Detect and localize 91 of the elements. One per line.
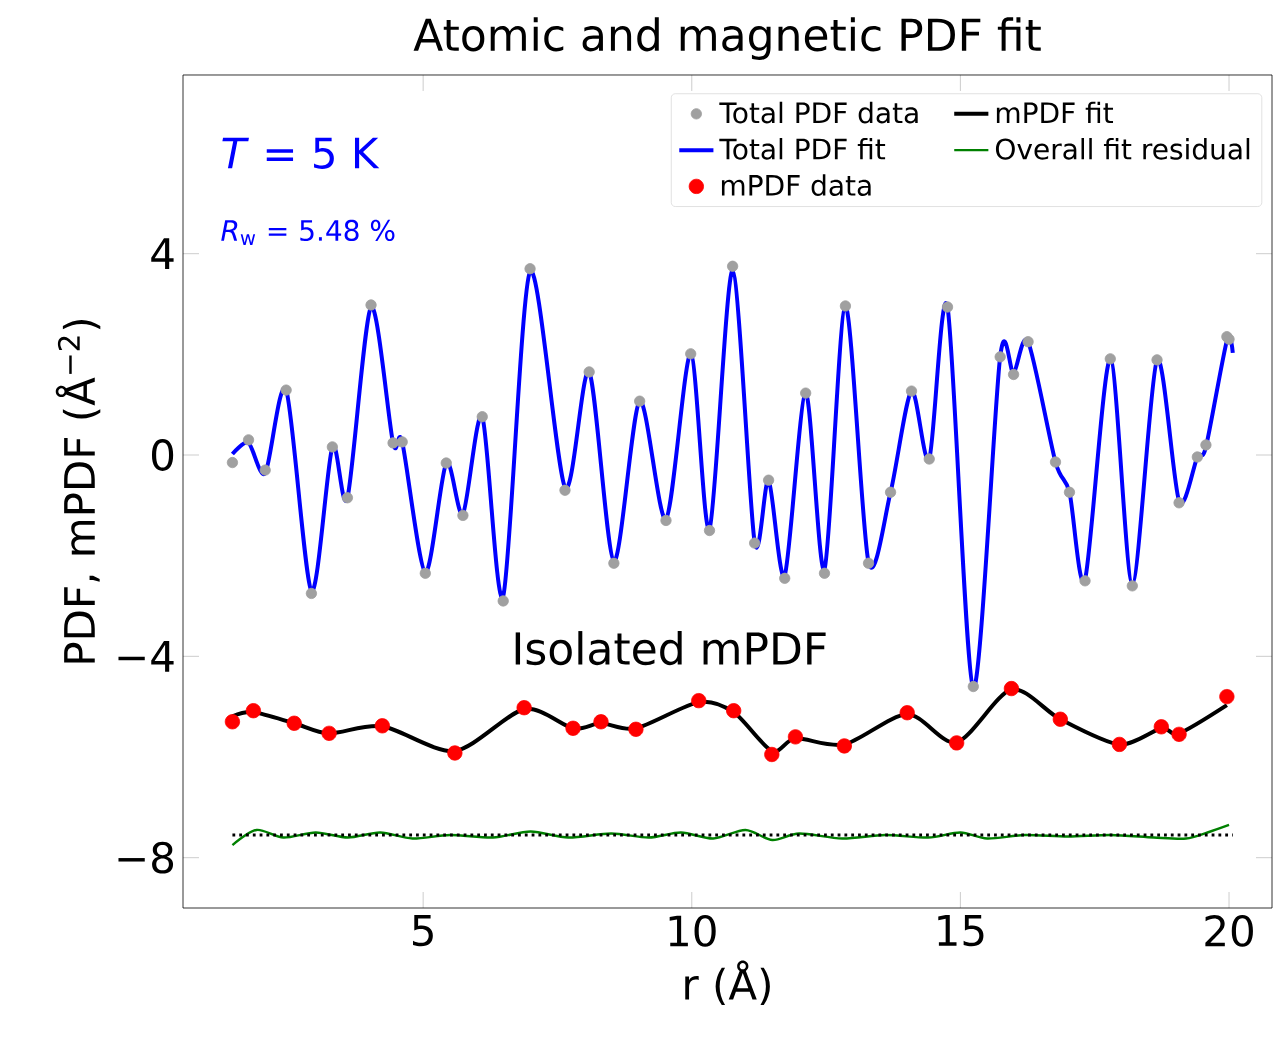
point — [559, 484, 571, 496]
point — [280, 384, 292, 396]
y-tick-label: −8 — [118, 841, 174, 874]
point — [726, 703, 742, 719]
point — [242, 434, 255, 446]
point — [1007, 368, 1020, 381]
point — [226, 456, 239, 469]
x-tick-label: 15 — [938, 915, 984, 947]
point — [905, 385, 918, 397]
point — [1171, 726, 1187, 742]
point — [321, 725, 337, 741]
point — [941, 301, 954, 313]
point — [749, 537, 761, 549]
point — [1219, 689, 1235, 705]
point — [305, 587, 317, 600]
point — [440, 457, 452, 469]
point — [1173, 497, 1185, 509]
point — [1191, 451, 1203, 463]
point — [703, 524, 716, 537]
point — [1079, 575, 1091, 587]
annotation: R$_{w}$ = 5.48 % — [221, 219, 395, 245]
point — [245, 703, 261, 719]
point — [1151, 354, 1163, 366]
point — [365, 299, 377, 311]
point — [374, 718, 390, 734]
x-tick-label: 10 — [669, 915, 716, 947]
point — [994, 351, 1006, 363]
point — [818, 567, 831, 579]
legend-label: Overall fit residual — [995, 138, 1250, 160]
annotation: T = 5 K — [222, 137, 380, 169]
point — [447, 745, 463, 761]
point — [259, 464, 271, 476]
point — [457, 509, 469, 521]
point — [1153, 719, 1169, 735]
point — [779, 572, 791, 584]
point — [727, 260, 739, 272]
point — [326, 441, 338, 453]
line-series — [231, 823, 1231, 847]
point — [1063, 486, 1076, 498]
point — [1126, 580, 1138, 592]
point — [634, 395, 646, 407]
point — [497, 595, 509, 607]
point — [593, 714, 609, 730]
legend-label: mPDF fit — [996, 101, 1114, 123]
point — [899, 705, 915, 721]
y-tick-label: 0 — [151, 439, 174, 471]
x-axis-title: r (Å) — [685, 960, 770, 1006]
legend-label: Total PDF data — [719, 101, 918, 124]
chart-title: Atomic and magnetic PDF fit — [413, 17, 1041, 60]
point — [836, 738, 852, 754]
annotation: Isolated mPDF — [515, 631, 826, 666]
point — [387, 437, 399, 449]
point — [565, 720, 581, 736]
point — [516, 700, 532, 716]
point — [923, 453, 935, 465]
point — [1111, 736, 1128, 753]
point — [949, 735, 965, 751]
y-tick-label: −4 — [118, 641, 174, 672]
point — [396, 436, 408, 448]
point — [608, 557, 620, 569]
point — [524, 263, 536, 275]
point — [1003, 680, 1020, 697]
point — [1104, 353, 1116, 365]
point — [884, 486, 897, 498]
point — [341, 492, 353, 504]
point — [764, 746, 780, 763]
point — [583, 366, 595, 378]
point — [660, 514, 672, 527]
legend-label: Total PDF fit — [719, 138, 886, 160]
point — [224, 714, 241, 730]
point — [839, 300, 852, 312]
point — [419, 567, 431, 579]
legend-label: mPDF data — [721, 174, 871, 196]
point — [286, 715, 302, 731]
x-tick-label: 5 — [413, 915, 433, 947]
point — [787, 729, 804, 745]
point — [476, 411, 488, 423]
x-tick-label: 20 — [1205, 915, 1253, 947]
point — [862, 557, 875, 569]
y-axis-title: PDF, mPDF (Å$^{−2}$) — [55, 319, 101, 663]
point — [1022, 336, 1034, 348]
point — [967, 680, 979, 693]
point — [763, 474, 775, 486]
point — [691, 693, 707, 709]
y-tick-label: 4 — [151, 238, 174, 269]
point — [1200, 439, 1212, 451]
point — [1052, 711, 1068, 727]
point — [628, 721, 644, 737]
point — [1049, 456, 1062, 468]
point — [800, 387, 812, 399]
point — [685, 348, 697, 360]
